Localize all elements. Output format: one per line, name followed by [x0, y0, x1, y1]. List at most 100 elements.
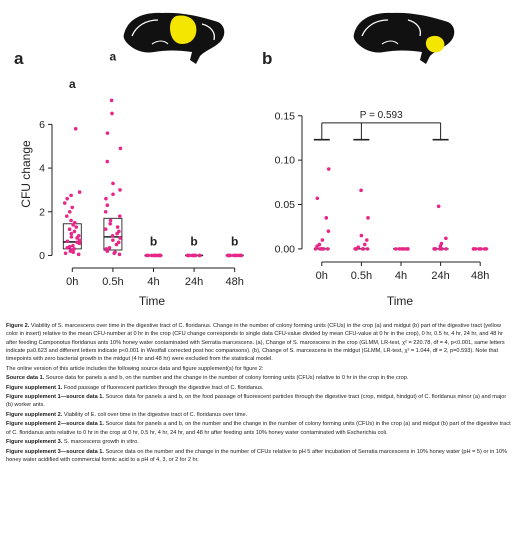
data-point-b	[406, 247, 410, 251]
fs3-label: Figure supplement 3.	[6, 439, 63, 446]
x-axis-label-a: Time	[139, 294, 166, 308]
data-point-a	[190, 253, 194, 258]
data-point-b	[326, 229, 331, 233]
sig-letter-a: a	[110, 49, 117, 63]
data-point-a	[227, 253, 231, 258]
data-point-a	[110, 233, 115, 238]
data-point-a	[69, 218, 73, 223]
ant-insert-b-icon	[353, 12, 455, 65]
x-tick-label-b: 48h	[471, 270, 489, 282]
data-point-b	[436, 204, 441, 209]
sig-letter-a: a	[69, 77, 76, 91]
figure-supplement-3-source-data: Figure supplement 3—source data 1. Sourc…	[6, 448, 514, 465]
box-a	[103, 217, 123, 251]
data-point-a	[104, 196, 108, 201]
data-point-a	[69, 193, 73, 198]
x-tick-label-a: 4h	[147, 276, 159, 288]
fs2sd1-label: Figure supplement 2—source data 1.	[6, 421, 104, 428]
data-point-a	[239, 253, 243, 258]
data-point-b	[315, 196, 320, 201]
data-point-a	[73, 126, 78, 131]
data-point-a	[116, 240, 121, 245]
data-point-a	[108, 218, 113, 223]
data-point-b	[359, 233, 364, 238]
fs3-text: S. marcescens growth in vitro.	[63, 439, 139, 446]
data-point-b	[366, 216, 370, 220]
fs1sd1-label: Figure supplement 1—source data 1.	[6, 394, 104, 401]
figure-supplement-1: Figure supplement 1. Food passage of flu…	[6, 384, 514, 392]
data-point-b	[361, 247, 366, 251]
data-point-b	[326, 167, 331, 171]
data-point-a	[76, 233, 81, 238]
data-point-a	[67, 227, 72, 232]
data-point-a	[103, 209, 108, 214]
figure-2: a b CFU change Time Time 0 2 4 6 0h 0.5h 4h 24h…	[14, 12, 490, 308]
sig-letter-a: b	[190, 234, 197, 248]
data-point-b	[317, 242, 322, 247]
sd1-label: Source data 1.	[6, 375, 45, 382]
x-tick-label-b: 0h	[316, 270, 328, 282]
data-point-a	[103, 227, 108, 232]
figure-caption: Figure 2. Viability of S. marcescens ove…	[6, 322, 514, 465]
data-point-a	[118, 188, 122, 192]
sig-letter-a: b	[150, 234, 157, 248]
data-point-a	[193, 253, 197, 258]
sd1-text: Source data for panels a and b, on the n…	[45, 375, 409, 382]
data-point-a	[111, 238, 115, 242]
caption-online-note: The online version of this article inclu…	[6, 365, 264, 372]
data-point-a	[70, 205, 75, 210]
ant-insert-a-icon	[123, 12, 225, 65]
data-point-a	[117, 229, 121, 234]
y-tick-label-a: 6	[39, 119, 45, 131]
data-point-a	[72, 247, 77, 251]
data-point-a	[62, 201, 67, 205]
data-point-a	[72, 220, 77, 225]
data-point-b	[325, 247, 330, 251]
y-tick-label-a: 2	[39, 206, 45, 218]
data-point-b	[321, 247, 326, 251]
figure-supplement-3: Figure supplement 3. S. marcescens growt…	[6, 438, 514, 446]
data-point-b	[359, 188, 363, 193]
fs3sd1-text: Source data on the number and the change…	[6, 448, 508, 463]
data-point-a	[157, 253, 161, 258]
data-point-a	[234, 253, 239, 258]
data-point-a	[105, 131, 110, 135]
data-point-a	[145, 253, 149, 258]
x-tick-label-b: 0.5h	[351, 270, 372, 282]
x-tick-label-b: 24h	[431, 270, 449, 282]
y-tick-label-b: 0.10	[275, 155, 296, 167]
data-point-b	[393, 247, 398, 251]
figure-supplement-2: Figure supplement 2. Viability of E. col…	[6, 411, 514, 419]
data-point-b	[364, 238, 369, 242]
data-point-b	[365, 247, 370, 251]
data-point-a	[74, 225, 79, 229]
data-point-a	[75, 240, 79, 245]
data-point-a	[67, 209, 72, 214]
fs3sd1-label: Figure supplement 3—source data 1.	[6, 448, 104, 455]
data-point-b	[397, 247, 402, 251]
data-point-a	[67, 244, 72, 249]
data-point-b	[440, 247, 444, 251]
data-point-b	[444, 247, 448, 251]
figure-supplement-2-source-data: Figure supplement 2—source data 1. Sourc…	[6, 420, 514, 437]
x-tick-label-b: 4h	[395, 270, 407, 282]
data-point-a	[108, 221, 112, 226]
figure-svg: a b CFU change Time Time 0 2 4 6 0h 0.5h 4h 24h…	[14, 12, 490, 308]
fs1sd1-text: Source data for panels a and b, on the f…	[6, 394, 507, 409]
fig-label: Figure 2.	[6, 323, 30, 329]
data-point-a	[76, 252, 81, 257]
data-point-a	[111, 181, 115, 186]
panel-b-plot: 0.00 0.05 0.10 0.15 0h 0.5h 4h 24h 48h P = 0.593	[275, 110, 490, 282]
fs1-label: Figure supplement 1.	[6, 384, 63, 391]
data-point-b	[477, 247, 482, 251]
y-tick-label-b: 0.00	[275, 243, 296, 255]
caption-main: Figure 2. Viability of S. marcescens ove…	[6, 322, 514, 363]
data-point-a	[118, 236, 122, 240]
p-value-label: P = 0.593	[360, 110, 403, 121]
fs2-text: Viability of E. coli over time in the di…	[63, 411, 248, 418]
data-point-a	[118, 146, 123, 151]
data-point-b	[432, 247, 436, 251]
data-point-b	[324, 216, 329, 220]
fig-text: Viability of S. marcescens over time in …	[6, 323, 505, 363]
data-point-a	[71, 243, 75, 248]
